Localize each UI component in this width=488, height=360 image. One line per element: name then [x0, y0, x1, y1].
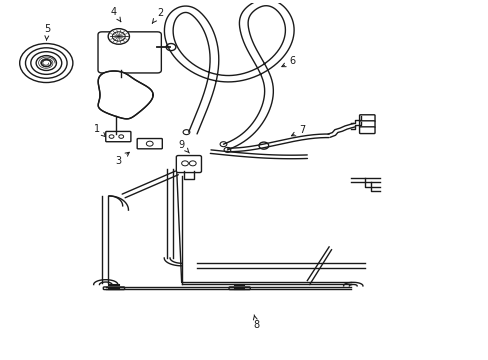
Circle shape [166, 44, 176, 51]
Text: 5: 5 [44, 24, 50, 40]
FancyBboxPatch shape [98, 32, 161, 73]
Text: 3: 3 [116, 152, 129, 166]
Text: 8: 8 [253, 315, 259, 330]
Text: 1: 1 [94, 123, 105, 136]
FancyBboxPatch shape [105, 131, 131, 142]
Text: 6: 6 [281, 56, 295, 67]
Text: 9: 9 [178, 140, 189, 153]
Circle shape [220, 142, 226, 147]
Circle shape [224, 147, 230, 152]
FancyBboxPatch shape [359, 127, 374, 134]
Polygon shape [98, 71, 153, 119]
FancyBboxPatch shape [359, 115, 374, 122]
Circle shape [108, 29, 129, 44]
FancyBboxPatch shape [137, 139, 162, 149]
Circle shape [259, 142, 268, 149]
Circle shape [183, 130, 189, 135]
FancyBboxPatch shape [176, 156, 201, 172]
Text: 7: 7 [291, 125, 305, 136]
FancyBboxPatch shape [228, 287, 250, 289]
Text: 4: 4 [111, 6, 121, 22]
FancyBboxPatch shape [103, 287, 124, 289]
FancyBboxPatch shape [359, 121, 374, 127]
Text: 2: 2 [152, 8, 163, 23]
